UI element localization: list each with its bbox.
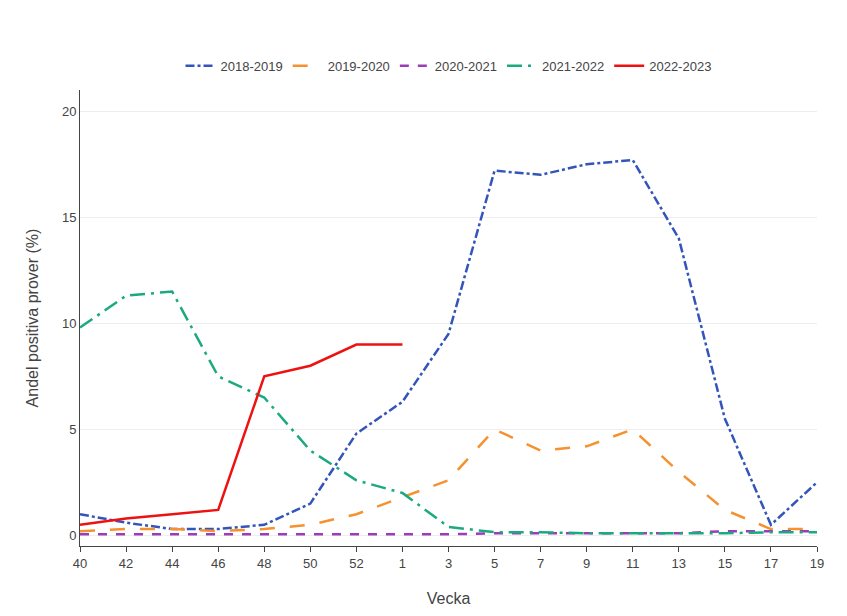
svg-text:15: 15 <box>62 210 76 225</box>
svg-text:2018-2019: 2018-2019 <box>221 59 283 74</box>
svg-text:46: 46 <box>211 556 225 571</box>
svg-text:11: 11 <box>626 556 640 571</box>
svg-text:2022-2023: 2022-2023 <box>649 59 711 74</box>
svg-text:5: 5 <box>69 422 76 437</box>
svg-text:42: 42 <box>119 556 133 571</box>
svg-text:44: 44 <box>165 556 179 571</box>
svg-text:52: 52 <box>349 556 363 571</box>
svg-text:Andel positiva prover (%): Andel positiva prover (%) <box>24 229 41 408</box>
svg-text:2021-2022: 2021-2022 <box>542 59 604 74</box>
svg-text:50: 50 <box>303 556 317 571</box>
svg-text:15: 15 <box>718 556 732 571</box>
svg-text:0: 0 <box>69 528 76 543</box>
svg-text:3: 3 <box>445 556 452 571</box>
svg-text:10: 10 <box>62 316 76 331</box>
svg-text:19: 19 <box>810 556 824 571</box>
svg-text:7: 7 <box>537 556 544 571</box>
svg-text:1: 1 <box>399 556 406 571</box>
svg-text:Vecka: Vecka <box>427 590 471 607</box>
svg-text:17: 17 <box>764 556 778 571</box>
svg-text:2020-2021: 2020-2021 <box>435 59 497 74</box>
svg-text:5: 5 <box>491 556 498 571</box>
svg-text:40: 40 <box>73 556 87 571</box>
svg-text:48: 48 <box>257 556 271 571</box>
svg-text:20: 20 <box>62 104 76 119</box>
svg-text:2019-2020: 2019-2020 <box>328 59 390 74</box>
svg-text:13: 13 <box>672 556 686 571</box>
svg-text:9: 9 <box>583 556 590 571</box>
